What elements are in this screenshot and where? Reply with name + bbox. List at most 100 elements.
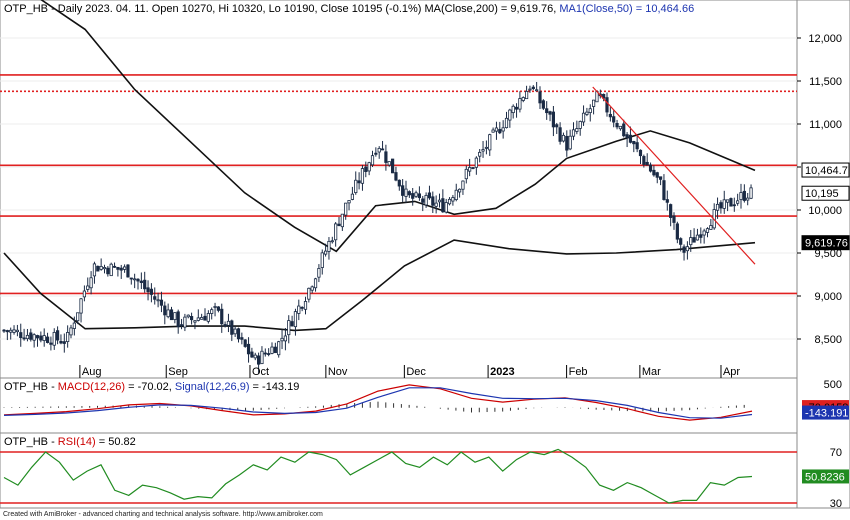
candle-body (588, 108, 592, 113)
candle-body (545, 108, 549, 114)
candle-body (384, 151, 388, 163)
candle-body (471, 167, 475, 169)
candle-body (263, 352, 267, 355)
price-y-tick-label: 11,000 (809, 119, 842, 131)
candle-body (303, 301, 308, 310)
trendline (592, 86, 756, 265)
candle-body (32, 334, 36, 341)
candle-body (622, 123, 626, 137)
rsi-line (3, 448, 753, 504)
candle-body (675, 223, 679, 240)
candle-body (69, 327, 73, 336)
candle-body (76, 312, 80, 322)
candle-body (689, 237, 693, 246)
rsi-y-tick-label: 30 (830, 498, 842, 510)
candle-body (444, 202, 448, 213)
candle-body (417, 193, 422, 199)
candle-body (645, 161, 649, 166)
candle-body (66, 332, 70, 343)
candle-body (669, 204, 673, 218)
candle-body (488, 134, 492, 151)
candle-body (672, 215, 676, 223)
candle-body (662, 180, 666, 200)
candle-body (186, 314, 190, 318)
candle-body (514, 106, 519, 110)
candle-body (307, 287, 311, 300)
candle-body (739, 192, 743, 200)
candle-body (42, 335, 46, 341)
candle-body (320, 252, 324, 268)
candle-body (364, 166, 368, 173)
candle-body (715, 203, 720, 211)
rsi-title: OTP_HB - RSI(14) = 50.82 (4, 436, 136, 448)
price-y-tick-label: 9,000 (814, 291, 842, 303)
candle-body (454, 189, 458, 200)
candle-body (427, 192, 432, 199)
candle-body (133, 278, 137, 281)
candle-body (749, 187, 753, 199)
candle-body (149, 288, 153, 295)
candle-body (126, 264, 130, 278)
candle-body (659, 176, 663, 180)
candle-body (494, 127, 499, 132)
candle-body (273, 346, 277, 354)
candle-body (404, 188, 408, 197)
price-y-tick-label: 10,000 (808, 205, 842, 217)
macd-badge (802, 405, 849, 420)
candle-body (468, 167, 472, 172)
price-y-tick-label: 8,500 (814, 334, 842, 346)
candle-body (571, 129, 576, 137)
candle-body (287, 320, 291, 336)
price-y-tick-label: 9,500 (814, 248, 842, 260)
candle-body (729, 198, 733, 207)
candle-body (605, 97, 609, 113)
candle-body (648, 164, 653, 172)
candle-body (699, 234, 703, 238)
candle-body (709, 225, 713, 230)
candle-body (5, 330, 9, 333)
candle-body (12, 329, 16, 333)
candle-body (2, 329, 6, 332)
price-y-tick-label: 12,000 (808, 33, 842, 45)
x-axis-tick-label: Apr (723, 366, 740, 378)
candle-body (62, 341, 66, 344)
price-title: OTP_HB - Daily 2023. 04. 11. Open 10270,… (4, 3, 694, 15)
candle-body (109, 263, 113, 277)
candle-body (179, 324, 184, 327)
rsi-y-tick-label: 70 (830, 447, 842, 459)
candle-body (106, 267, 110, 275)
candle-body (300, 306, 304, 309)
candle-body (555, 124, 559, 128)
candle-body (15, 329, 20, 333)
candle-body (722, 199, 726, 209)
candle-body (511, 105, 515, 114)
candle-body (337, 223, 341, 226)
candle-body (297, 305, 301, 314)
candle-body (612, 116, 616, 123)
candle-body (618, 125, 623, 130)
candle-body (397, 179, 401, 187)
candle-body (253, 354, 257, 359)
candle-body (49, 342, 53, 345)
x-axis-tick-label: Aug (82, 366, 102, 378)
candle-body (685, 246, 690, 252)
candle-body (498, 129, 502, 134)
candle-body (525, 90, 529, 100)
candle-body (139, 280, 143, 284)
rsi-badge (802, 469, 849, 484)
candle-body (129, 277, 133, 280)
candle-body (390, 158, 395, 174)
candle-body (213, 306, 217, 308)
candle-body (394, 172, 398, 181)
candle-body (280, 337, 284, 342)
candle-body (230, 320, 234, 335)
candle-body (344, 202, 348, 216)
candle-body (220, 308, 224, 325)
candle-body (72, 322, 76, 329)
candle-body (367, 162, 371, 172)
candle-body (193, 320, 197, 323)
candle-body (323, 250, 328, 255)
candle-body (414, 192, 418, 197)
candle-body (146, 287, 150, 293)
candle-body (153, 296, 157, 300)
